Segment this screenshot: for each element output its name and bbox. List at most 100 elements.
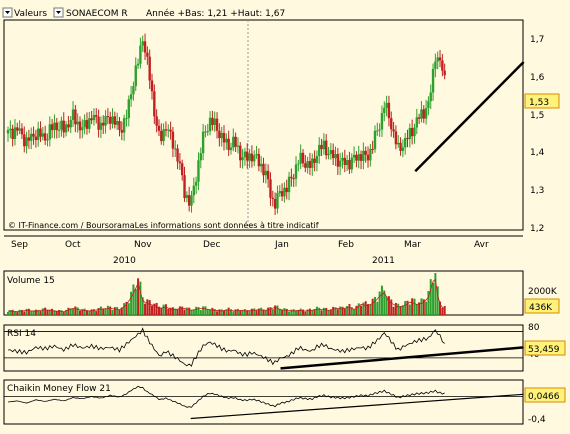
cmf-series — [4, 385, 524, 420]
volume-bar — [383, 290, 386, 315]
volume-bar — [329, 309, 332, 315]
volume-bar — [355, 305, 358, 315]
candle-body — [111, 116, 114, 124]
volume-y-tick: 2000K — [528, 287, 558, 297]
y-tick-label: 1,4 — [530, 148, 545, 158]
volume-bar — [299, 308, 302, 315]
candle-body — [264, 170, 268, 176]
candle-body — [53, 122, 56, 131]
volume-bar — [350, 307, 353, 315]
volume-bar — [130, 291, 133, 315]
volume-bar — [341, 306, 344, 315]
x-tick-label: Oct — [65, 240, 81, 250]
volume-bar — [62, 312, 65, 315]
volume-bar — [378, 291, 381, 315]
volume-bar — [306, 309, 309, 315]
candle-body — [345, 160, 349, 166]
candle-body — [436, 57, 439, 62]
volume-bar — [13, 311, 16, 315]
volume-bar — [120, 307, 123, 315]
volume-bar — [183, 309, 186, 315]
candle-body — [113, 116, 117, 125]
x-tick-label: Mar — [404, 240, 421, 250]
candle-body — [192, 185, 196, 196]
volume-bar — [385, 296, 388, 315]
candle-body — [299, 152, 302, 164]
candle-body — [76, 121, 79, 125]
volume-bar — [132, 284, 135, 315]
volume-bar — [336, 309, 339, 315]
volume-bar — [297, 310, 300, 315]
volume-bar — [218, 309, 221, 315]
candle-body — [25, 137, 28, 147]
volume-bar — [401, 305, 404, 315]
volume-last-badge — [524, 298, 560, 314]
volume-bar — [434, 273, 437, 315]
candle-body — [46, 139, 49, 141]
candle-body — [181, 163, 184, 176]
price-trendline — [414, 61, 525, 173]
volume-bar — [148, 300, 151, 315]
volume-bar — [32, 310, 35, 315]
candle-body — [348, 160, 351, 170]
volume-bar — [199, 310, 202, 315]
candle-body — [50, 124, 54, 131]
candle-body — [355, 154, 358, 161]
volume-bar — [104, 308, 107, 315]
volume-bar — [267, 307, 270, 315]
candle-body — [150, 80, 154, 92]
x-tick-label: Avr — [474, 240, 489, 250]
volume-bar — [271, 309, 274, 315]
candle-body — [364, 150, 367, 155]
year-stats: Année +Bas: 1,21 +Haut: 1,67 — [146, 8, 285, 19]
candle-body — [413, 127, 416, 137]
candle-body — [241, 157, 244, 161]
volume-bar — [53, 310, 56, 315]
candle-body — [338, 160, 342, 167]
candle-body — [23, 134, 26, 147]
volume-bar — [360, 305, 363, 315]
volume-bar — [253, 308, 256, 315]
volume-bar — [432, 282, 435, 315]
candle-body — [318, 144, 321, 156]
volume-bar — [327, 310, 330, 315]
x-tick-label: Sep — [11, 240, 28, 250]
volume-bar — [262, 309, 265, 315]
candle-body — [162, 129, 165, 142]
price-last-badge — [524, 93, 560, 109]
candle-body — [62, 120, 65, 133]
volume-bar — [397, 303, 400, 315]
volume-bar — [369, 304, 372, 315]
volume-bar — [278, 308, 281, 315]
volume-bar — [127, 303, 130, 315]
volume-bar — [371, 298, 374, 315]
volume-bar — [380, 285, 383, 315]
candle-body — [250, 153, 254, 162]
volume-bar — [283, 308, 286, 315]
candle-body — [190, 195, 193, 206]
candle-body — [441, 60, 444, 71]
candle-body — [376, 130, 379, 132]
candle-body — [334, 154, 337, 159]
volume-bar — [311, 310, 314, 315]
candle-body — [197, 160, 200, 182]
volume-bar — [169, 307, 172, 315]
candle-body — [315, 155, 319, 163]
volume-bar — [18, 309, 21, 315]
candle-body — [304, 163, 307, 168]
volume-bar — [157, 306, 160, 315]
candle-body — [322, 140, 326, 150]
volume-bar — [176, 309, 179, 315]
menu-label[interactable]: Valeurs — [14, 9, 47, 19]
volume-bar — [290, 309, 293, 315]
candle-body — [253, 155, 256, 162]
volume-bar — [88, 310, 91, 315]
price-y-ticks: 1,7 1,6 1,5 1,4 1,3 1,2 — [530, 35, 545, 234]
candle-body — [134, 65, 137, 87]
y-tick-label: 1,3 — [530, 186, 544, 196]
volume-bar — [223, 310, 226, 315]
candle-body — [155, 116, 158, 126]
candle-body — [308, 161, 312, 168]
candle-body — [102, 122, 105, 126]
volume-bar — [248, 311, 251, 315]
